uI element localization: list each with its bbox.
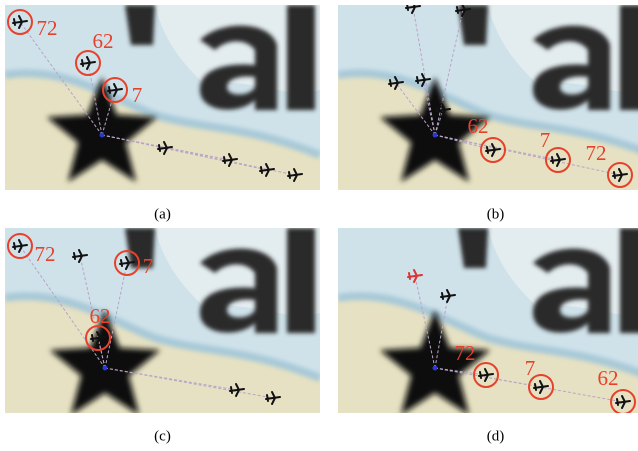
- marker-label: 62: [90, 304, 111, 328]
- origin-dot: [433, 366, 438, 371]
- marker-label: 7: [525, 356, 536, 380]
- panel: 72 62 7: [5, 5, 320, 190]
- map: 62 7 72: [338, 1, 638, 190]
- marker-label: 62: [93, 29, 114, 53]
- panel-caption: (c): [154, 428, 171, 444]
- panel: 62 7 72: [338, 1, 638, 190]
- origin-dot: [103, 366, 108, 371]
- map-letter-l: [287, 5, 315, 110]
- panel: 72 7 62: [5, 228, 320, 415]
- marker-label: 72: [455, 341, 476, 365]
- marker-label: 62: [468, 114, 489, 138]
- panel-caption: (b): [487, 206, 505, 222]
- marker-label: 7: [132, 83, 143, 107]
- marker-label: 62: [598, 366, 619, 390]
- figure: 72 62 7 (a) 62 7 72 (b) 72 7 62 (c) 72 7 62 (d): [0, 0, 638, 451]
- marker-label: 72: [37, 16, 58, 40]
- marker-label: 7: [540, 128, 551, 152]
- origin-dot: [100, 133, 105, 138]
- panel-caption: (a): [154, 206, 171, 222]
- map-letter-l: [287, 228, 315, 333]
- map: 72 7 62: [5, 228, 320, 415]
- panel: 72 7 62: [338, 228, 638, 415]
- map: 72 7 62: [338, 228, 638, 415]
- marker-label: 7: [143, 254, 154, 278]
- marker-label: 72: [586, 141, 607, 165]
- panel-caption: (d): [487, 428, 505, 444]
- map-letter-l: [620, 5, 638, 110]
- marker-label: 72: [35, 242, 56, 266]
- map: 72 62 7: [5, 5, 320, 190]
- map-letter-l: [620, 228, 638, 333]
- origin-dot: [433, 133, 438, 138]
